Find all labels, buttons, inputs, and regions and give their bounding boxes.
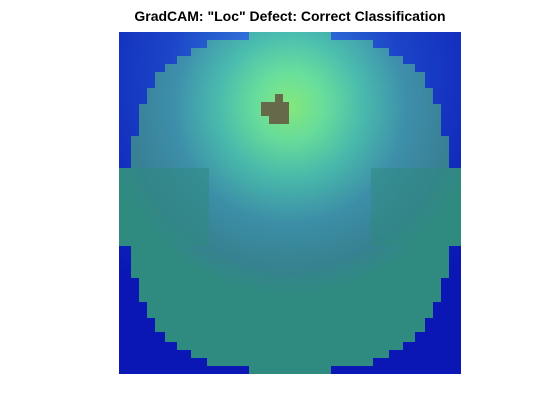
- right-teal-band: [371, 168, 461, 246]
- figure-title: GradCAM: "Loc" Defect: Correct Classific…: [134, 8, 446, 24]
- wafer-map: [119, 32, 461, 374]
- left-teal-band: [119, 168, 209, 246]
- gradcam-heatmap: [119, 32, 461, 374]
- defect-patch-top: [275, 94, 283, 102]
- defect-patch-left: [261, 102, 269, 116]
- defect-patch-main: [269, 102, 289, 124]
- defect-marker: [261, 94, 289, 124]
